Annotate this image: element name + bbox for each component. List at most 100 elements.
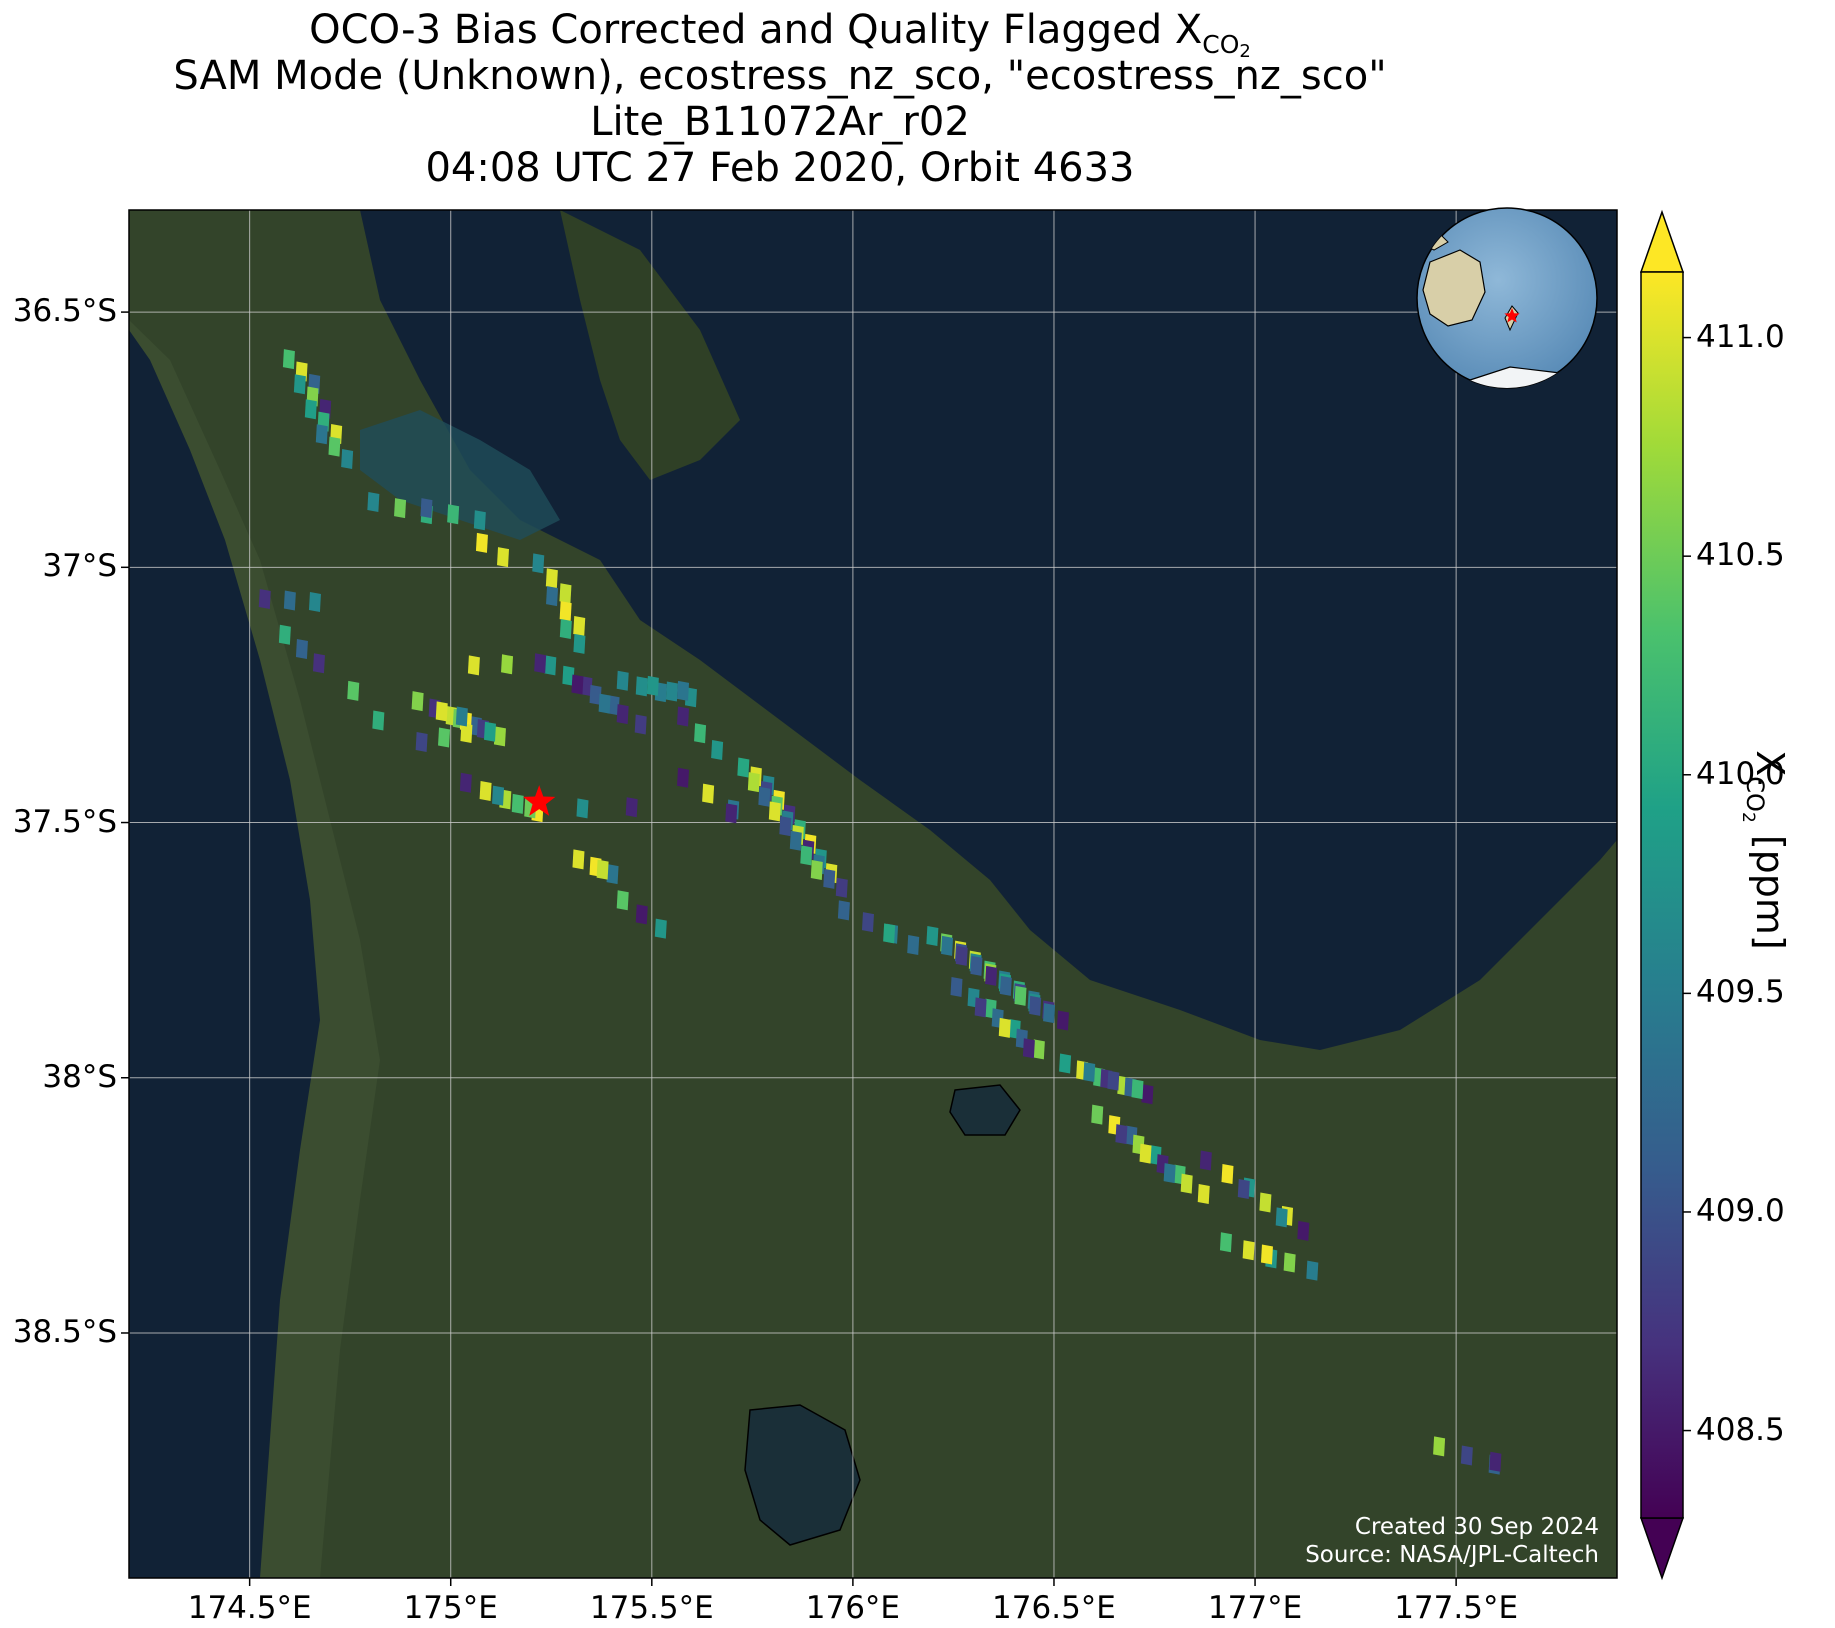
y-tick-label: 37°S [42, 548, 117, 585]
y-tick-marks [121, 311, 129, 1334]
xco2-sounding [420, 498, 433, 519]
colorbar [1639, 209, 1691, 1581]
xco2-sounding [1059, 1053, 1072, 1074]
xco2-sounding [1163, 1163, 1176, 1184]
xco2-sounding [941, 935, 954, 956]
xco2-sounding [1029, 995, 1042, 1016]
xco2-sounding [654, 918, 667, 939]
xco2-sounding [1259, 1192, 1272, 1213]
inset-globe [1416, 207, 1598, 389]
xco2-sounding [999, 975, 1012, 996]
xco2-sounding [737, 757, 750, 778]
xco2-sounding [1260, 1244, 1273, 1265]
x-tick-label: 177.5°E [1394, 1590, 1519, 1626]
xco2-footprints [258, 349, 1502, 1475]
xco2-sounding [625, 797, 638, 818]
xco2-sounding [532, 553, 545, 574]
xco2-sounding [315, 424, 328, 445]
xco2-sounding [1083, 1062, 1096, 1083]
xco2-sounding [1107, 1070, 1120, 1091]
colorbar-bar [1640, 271, 1684, 1519]
title-line-1: OCO-3 Bias Corrected and Quality Flagged… [309, 7, 1251, 62]
xco2-sounding [694, 723, 707, 744]
xco2-sounding [974, 997, 987, 1018]
xco2-sounding [415, 731, 428, 752]
xco2-sounding [702, 783, 715, 804]
xco2-sounding [1141, 1084, 1154, 1105]
xco2-sounding [534, 653, 547, 674]
xco2-sounding [573, 633, 586, 654]
xco2-sounding [646, 675, 659, 696]
target-star [523, 785, 556, 816]
y-tick-label: 36.5°S [12, 293, 117, 330]
xco2-sounding [1297, 1220, 1310, 1241]
xco2-sounding [493, 726, 506, 747]
xco2-sounding [1433, 1436, 1446, 1457]
xco2-sounding [483, 721, 496, 742]
xco2-sounding [677, 680, 690, 701]
xco2-sounding [589, 684, 602, 705]
xco2-sounding [970, 955, 983, 976]
xco2-sounding [1221, 1164, 1234, 1185]
xco2-sounding [883, 923, 896, 944]
xco2-sounding [559, 601, 572, 622]
xco2-sounding [571, 674, 584, 695]
created-credit: Created 30 Sep 2024 [1354, 1514, 1599, 1540]
xco2-sounding [1197, 1184, 1210, 1205]
colorbar-max-extend [1639, 209, 1685, 273]
xco2-sounding [372, 710, 385, 731]
xco2-sounding [546, 586, 559, 607]
bay-inlet [360, 410, 560, 540]
xco2-sounding [1022, 1038, 1035, 1059]
xco2-sounding [559, 618, 572, 639]
xco2-sounding [544, 655, 557, 676]
xco2-sounding [907, 935, 920, 956]
xco2-sounding [985, 965, 998, 986]
xco2-sounding [835, 877, 848, 898]
xco2-sounding [511, 793, 524, 814]
xco2-sounding [473, 510, 486, 531]
xco2-sounding [1306, 1260, 1319, 1281]
xco2-sounding [304, 399, 317, 420]
xco2-sounding [758, 786, 771, 807]
globe-star [1504, 308, 1520, 323]
xco2-sounding [475, 532, 488, 553]
xco2-sounding [576, 798, 589, 819]
colorbar-min-extend [1639, 1517, 1685, 1581]
xco2-sounding [1219, 1232, 1232, 1253]
map-frame [128, 209, 1618, 1579]
lake-taupo [744, 1404, 861, 1546]
xco2-sounding [1139, 1143, 1152, 1164]
xco2-sounding [1115, 1124, 1128, 1145]
xco2-sounding [572, 849, 585, 870]
colorbar-tick-label: 410.5 [1696, 537, 1785, 574]
xco2-sounding [747, 772, 760, 793]
xco2-sounding [810, 860, 823, 881]
xco2-sounding [837, 900, 850, 921]
xco2-sounding [606, 864, 619, 885]
xco2-sounding [1091, 1104, 1104, 1125]
xco2-sounding [616, 704, 629, 725]
globe-australia [1422, 249, 1486, 327]
xco2-sounding [665, 681, 678, 702]
grid-lines [129, 210, 1617, 1578]
xco2-sounding [328, 436, 341, 457]
xco2-sounding [501, 654, 514, 675]
xco2-sounding [447, 504, 460, 525]
y-tick-label: 37.5°S [12, 803, 117, 840]
target-marker [523, 785, 556, 816]
xco2-sounding [677, 706, 690, 727]
xco2-sounding [258, 589, 271, 610]
xco2-sounding [823, 868, 836, 889]
xco2-sounding [616, 890, 629, 911]
y-tick-label: 38°S [42, 1058, 117, 1095]
title-line-3: Lite_B11072Ar_r02 [590, 99, 970, 145]
lake-rotorua [949, 1084, 1021, 1136]
xco2-sounding [1131, 1079, 1144, 1100]
xco2-sounding [497, 547, 510, 568]
x-tick-label: 176.5°E [992, 1590, 1116, 1626]
globe-target-marker [1504, 308, 1520, 323]
colorbar-tick-label: 409.5 [1696, 974, 1785, 1011]
xco2-sounding [1180, 1173, 1193, 1194]
title-line-2: SAM Mode (Unknown), ecostress_nz_sco, "e… [173, 53, 1387, 99]
